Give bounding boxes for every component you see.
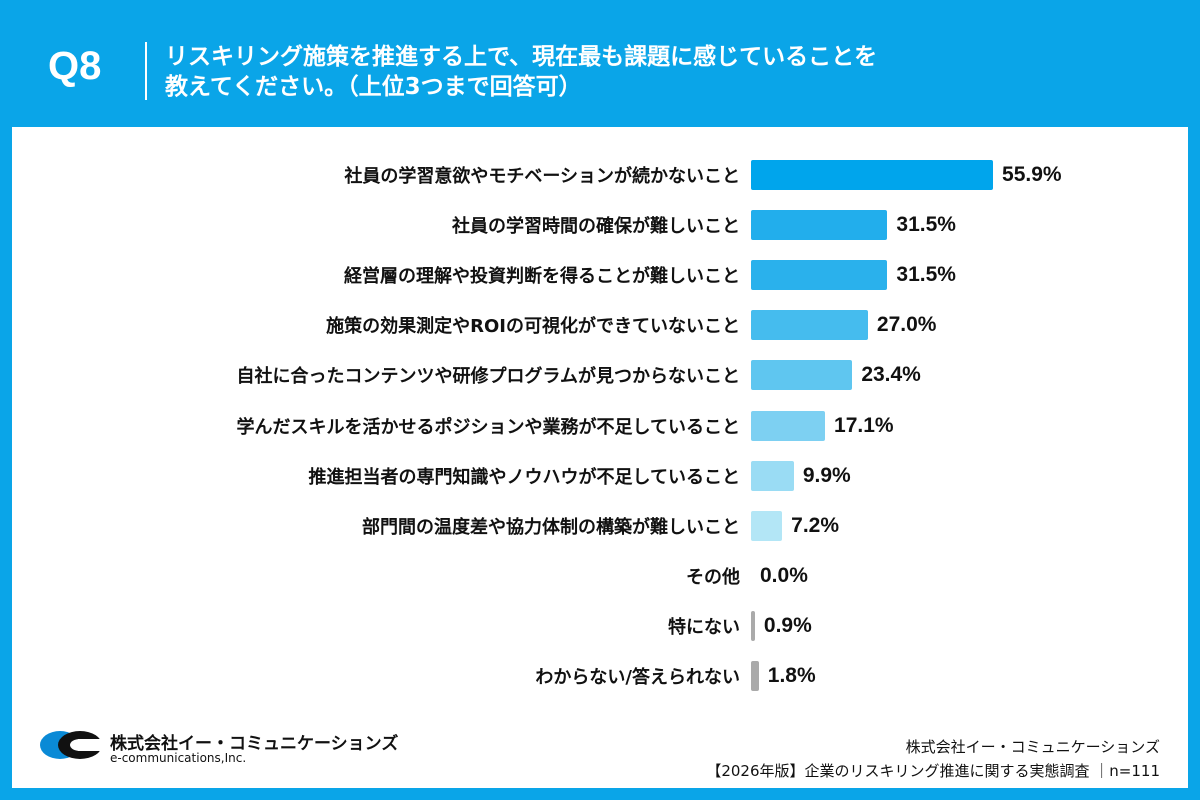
value-label: 1.8% — [767, 664, 816, 687]
footer-survey: 【2026年版】企業のリスキリング推進に関する実態調査 ｜n=111 — [706, 762, 1160, 780]
category-label: 社員の学習時間の確保が難しいこと — [452, 216, 740, 238]
value-label: 31.5% — [896, 263, 956, 287]
category-label: 施策の効果測定やROIの可視化ができていないこと — [326, 316, 740, 338]
bar — [751, 610, 755, 641]
value-label: 0.0% — [760, 563, 808, 587]
bar — [751, 260, 888, 291]
value-label: 0.9% — [763, 613, 812, 637]
chart-panel — [12, 127, 1188, 788]
bar — [751, 661, 759, 691]
category-label: 学んだスキルを活かせるポジションや業務が不足していること — [236, 416, 740, 438]
value-label: 23.4% — [861, 363, 921, 387]
logo-name-ja: 株式会社イー・コミュニケーションズ — [110, 734, 399, 754]
logo-mark-icon — [40, 731, 106, 759]
bar — [751, 410, 826, 441]
bar — [751, 310, 868, 341]
category-label: 推進担当者の専門知識やノウハウが不足していること — [308, 466, 740, 488]
value-label: 55.9% — [1002, 163, 1062, 186]
question-title-line1: リスキリング施策を推進する上で、現在最も課題に感じていることを — [165, 44, 878, 70]
value-label: 7.2% — [791, 513, 840, 537]
bar — [751, 510, 783, 541]
category-label: 社員の学習意欲やモチベーションが続かないこと — [344, 166, 740, 187]
category-label: 特にない — [668, 616, 740, 638]
bar — [751, 160, 994, 190]
logo-name-en: e-communications,Inc. — [110, 751, 247, 765]
category-label: その他 — [686, 566, 740, 588]
category-label: 自社に合ったコンテンツや研修プログラムが見つからないこと — [236, 366, 740, 388]
value-label: 27.0% — [876, 313, 937, 337]
question-title-line2: 教えてください。（上位3つまで回答可） — [165, 74, 582, 100]
bar — [751, 210, 888, 241]
value-label: 31.5% — [896, 213, 956, 237]
footer: 株式会社イー・コミュニケーションズ 【2026年版】企業のリスキリング推進に関す… — [706, 735, 1160, 783]
bar — [751, 360, 853, 391]
bar — [751, 460, 794, 491]
category-label: わからない/答えられない — [535, 667, 740, 688]
company-logo: 株式会社イー・コミュニケーションズ e-communications,Inc. — [38, 729, 398, 769]
footer-company: 株式会社イー・コミュニケーションズ — [905, 738, 1160, 756]
header-divider — [145, 42, 147, 100]
value-label: 17.1% — [834, 413, 894, 437]
question-title: リスキリング施策を推進する上で、現在最も課題に感じていることを 教えてください。… — [165, 42, 877, 102]
category-label: 部門間の温度差や協力体制の構築が難しいこと — [362, 516, 740, 538]
value-label: 9.9% — [802, 463, 851, 487]
question-number: Q8 — [48, 44, 102, 88]
category-label: 経営層の理解や投資判断を得ることが難しいこと — [344, 266, 740, 288]
